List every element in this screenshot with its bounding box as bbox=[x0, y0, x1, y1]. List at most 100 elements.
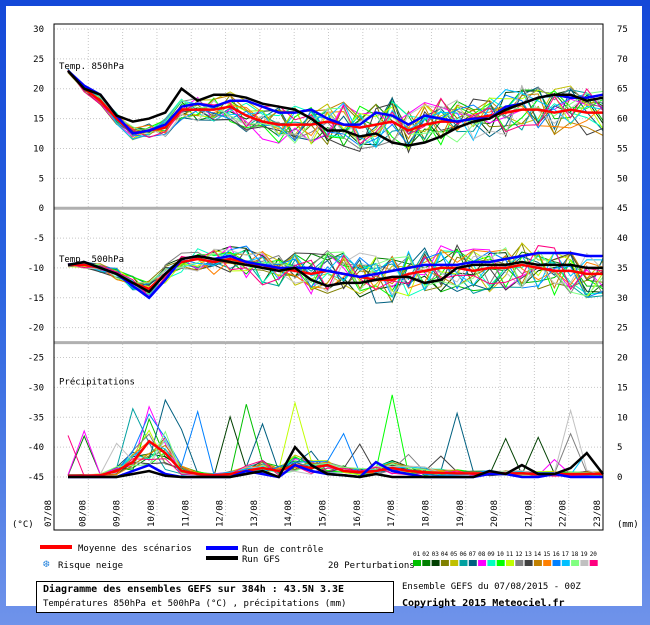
panel-label: Précipitations bbox=[59, 376, 135, 387]
perturbation-swatch bbox=[413, 560, 421, 566]
perturbation-swatch bbox=[561, 560, 570, 566]
control-line bbox=[67, 251, 603, 300]
x-tick-label: 23/08 bbox=[593, 500, 603, 527]
left-tick-label: -45 bbox=[28, 473, 44, 483]
perturbation-swatch bbox=[440, 560, 449, 566]
perturbation-line bbox=[67, 69, 604, 145]
legend-gfs-swatch bbox=[206, 556, 238, 560]
x-tick-label: 14/08 bbox=[284, 500, 294, 527]
right-tick-label: 75 bbox=[617, 25, 628, 35]
right-tick-label: 25 bbox=[617, 324, 628, 334]
perturbation-swatch bbox=[552, 560, 561, 566]
perturbation-swatch bbox=[422, 560, 431, 566]
right-tick-label: 45 bbox=[617, 204, 628, 214]
x-tick-label: 19/08 bbox=[456, 500, 466, 527]
right-tick-label: 0 bbox=[617, 473, 622, 483]
x-tick-label: 10/08 bbox=[147, 500, 157, 527]
left-tick-label: 0 bbox=[39, 204, 44, 214]
perturbation-id: 14 bbox=[534, 551, 542, 558]
perturbation-swatch bbox=[468, 560, 477, 566]
perturbation-line bbox=[67, 70, 604, 150]
left-tick-label: 10 bbox=[33, 144, 44, 154]
right-tick-label: 30 bbox=[617, 294, 628, 304]
right-tick-label: 50 bbox=[617, 174, 628, 184]
right-tick-label: 10 bbox=[617, 413, 628, 423]
labels: 302520151050-5-10-15-20-25-30-35-40-4575… bbox=[12, 25, 639, 530]
left-tick-label: -40 bbox=[28, 443, 44, 453]
perturbation-line bbox=[67, 69, 604, 147]
legend-control-swatch bbox=[206, 546, 238, 550]
x-tick-label: 15/08 bbox=[319, 500, 329, 527]
panel-label: Temp. 500hPa bbox=[59, 255, 124, 265]
gfs-line bbox=[68, 444, 604, 479]
left-tick-label: -5 bbox=[33, 234, 44, 244]
perturbation-line bbox=[67, 250, 604, 299]
perturbation-swatch bbox=[487, 560, 496, 566]
left-tick-label: 5 bbox=[39, 174, 44, 184]
snow-icon: ❆ bbox=[43, 557, 50, 570]
perturbation-id: 15 bbox=[543, 551, 551, 558]
perturbation-id: 03 bbox=[432, 551, 440, 558]
perturbation-id: 18 bbox=[571, 551, 579, 558]
perturbation-swatch bbox=[450, 560, 459, 566]
perturbation-id: 02 bbox=[422, 551, 430, 558]
ensemble-chart: 302520151050-5-10-15-20-25-30-35-40-4575… bbox=[12, 23, 639, 571]
control-line bbox=[67, 69, 604, 135]
x-tick-label: 20/08 bbox=[490, 500, 500, 527]
right-tick-label: 60 bbox=[617, 115, 628, 125]
left-unit-label: (°C) bbox=[12, 520, 34, 530]
right-tick-label: 70 bbox=[617, 55, 628, 65]
perturbation-id: 20 bbox=[590, 551, 598, 558]
right-tick-label: 35 bbox=[617, 264, 628, 274]
x-tick-label: 07/08 bbox=[44, 500, 54, 527]
perturbation-id: 04 bbox=[441, 551, 449, 558]
left-tick-label: -30 bbox=[28, 383, 44, 393]
left-tick-label: 25 bbox=[33, 55, 44, 65]
perturbation-swatch bbox=[506, 560, 514, 566]
perturbation-id: 13 bbox=[525, 551, 533, 558]
x-tick-label: 08/08 bbox=[78, 500, 88, 527]
perturbation-id: 05 bbox=[450, 551, 458, 558]
perturbation-id: 11 bbox=[506, 551, 514, 558]
right-tick-label: 55 bbox=[617, 144, 628, 154]
perturbation-id: 08 bbox=[478, 551, 486, 558]
footer-copyright: Copyright 2015 Meteociel.fr bbox=[402, 598, 565, 609]
mean-line bbox=[68, 439, 603, 478]
left-tick-label: -35 bbox=[28, 413, 44, 423]
perturbation-id: 12 bbox=[515, 551, 523, 558]
left-tick-label: -15 bbox=[28, 294, 44, 304]
perturbation-swatch bbox=[496, 560, 505, 566]
x-tick-label: 17/08 bbox=[387, 500, 397, 527]
perturbation-id: 01 bbox=[413, 551, 421, 558]
plot-border bbox=[53, 23, 604, 531]
perturbation-id: 07 bbox=[469, 551, 477, 558]
left-tick-label: -20 bbox=[28, 324, 44, 334]
legend-snow-label: Risque neige bbox=[58, 561, 123, 571]
right-tick-label: 15 bbox=[617, 383, 628, 393]
axes bbox=[53, 23, 604, 531]
perturbation-swatch bbox=[543, 560, 552, 566]
legend-mean-swatch bbox=[40, 545, 72, 549]
perturbation-swatch bbox=[478, 560, 487, 566]
right-tick-label: 65 bbox=[617, 85, 628, 95]
legend-gfs-label: Run GFS bbox=[242, 555, 280, 565]
perturbation-line bbox=[67, 246, 604, 297]
perturbation-id: 17 bbox=[562, 551, 570, 558]
left-tick-label: 20 bbox=[33, 85, 44, 95]
perturbation-id: 09 bbox=[487, 551, 495, 558]
right-tick-label: 20 bbox=[617, 354, 628, 364]
footer-subtitle: Températures 850hPa et 500hPa (°C) , pré… bbox=[43, 599, 347, 609]
right-tick-label: 5 bbox=[617, 443, 622, 453]
legend-perturbations-label: 20 Perturbations bbox=[328, 561, 415, 571]
gfs-line bbox=[67, 69, 604, 147]
footer-run: Ensemble GEFS du 07/08/2015 - 00Z bbox=[402, 582, 581, 592]
perturbation-swatch bbox=[533, 560, 542, 566]
x-tick-label: 18/08 bbox=[421, 500, 431, 527]
legend-control-label: Run de contrôle bbox=[242, 544, 323, 555]
x-tick-label: 22/08 bbox=[559, 500, 569, 527]
x-tick-label: 11/08 bbox=[181, 500, 191, 527]
right-tick-label: 40 bbox=[617, 234, 628, 244]
perturbation-id: 16 bbox=[553, 551, 561, 558]
perturbation-swatch bbox=[515, 560, 524, 566]
x-tick-label: 12/08 bbox=[216, 500, 226, 527]
